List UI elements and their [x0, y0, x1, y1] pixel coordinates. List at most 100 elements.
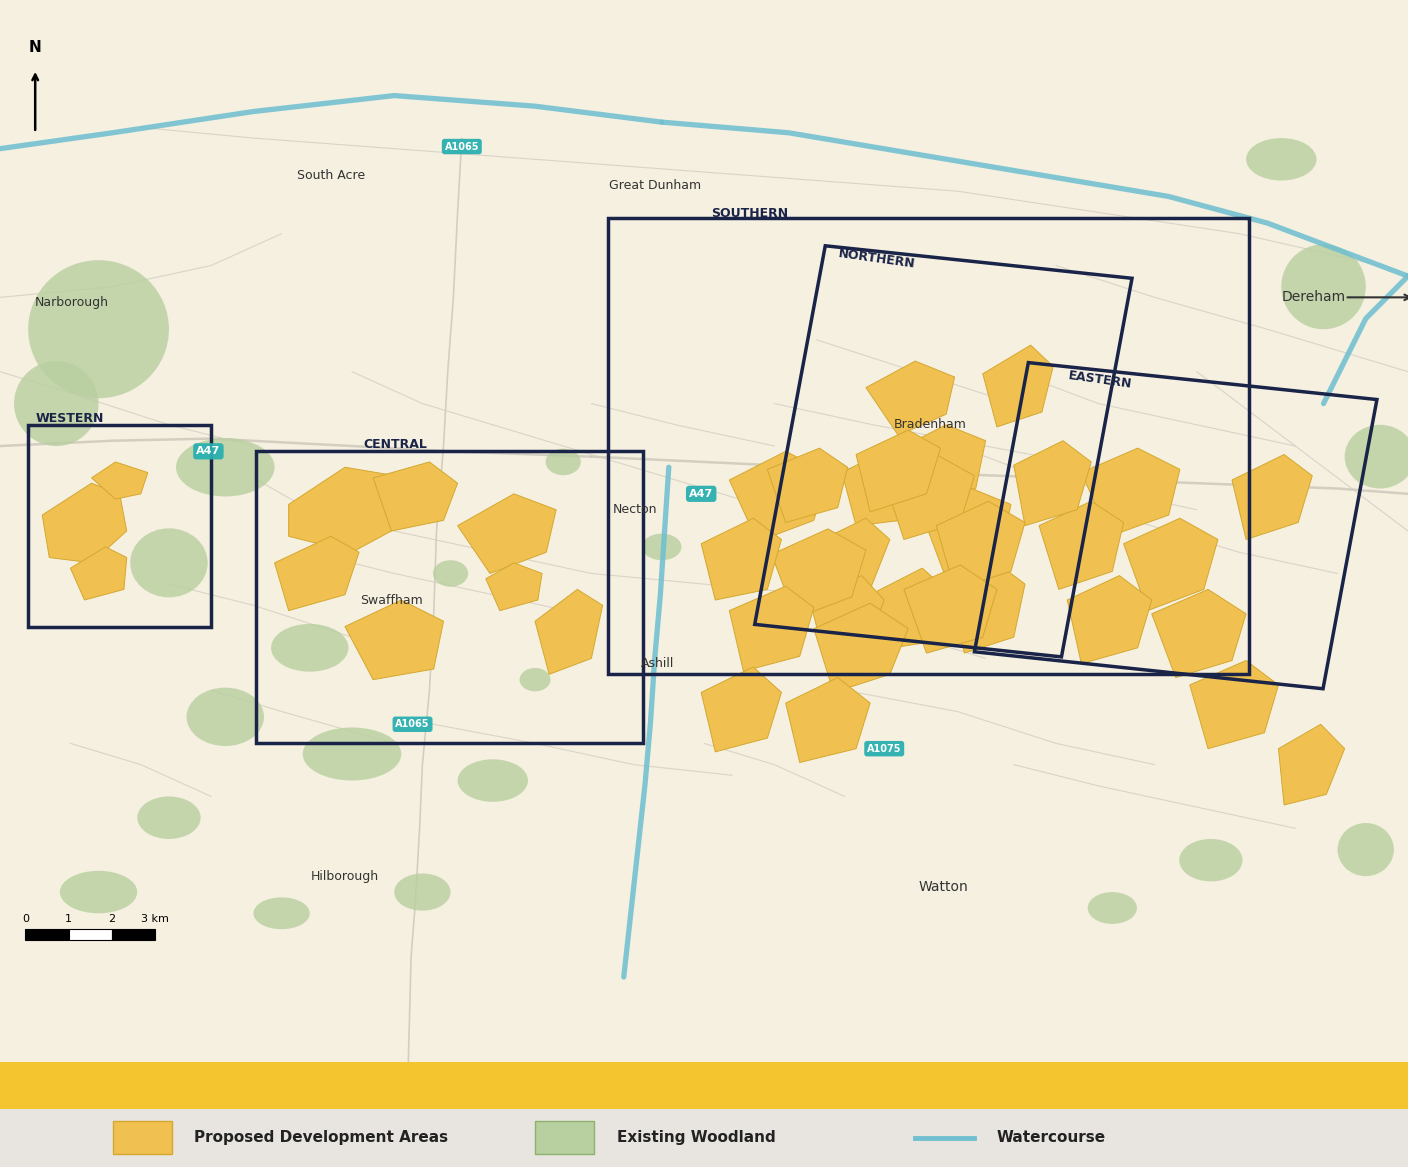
Polygon shape — [866, 361, 955, 435]
Bar — [25, 929, 69, 939]
Text: Dereham: Dereham — [1281, 291, 1346, 305]
Polygon shape — [856, 431, 941, 512]
Ellipse shape — [642, 533, 681, 560]
Bar — [535, 1120, 594, 1154]
Text: EASTERN: EASTERN — [1067, 370, 1132, 391]
Ellipse shape — [546, 448, 582, 475]
Ellipse shape — [1178, 839, 1242, 881]
Ellipse shape — [176, 438, 275, 496]
Text: NORTHERN: NORTHERN — [838, 247, 917, 271]
Polygon shape — [842, 446, 918, 525]
Bar — [256, 452, 643, 743]
Bar — [0, 1062, 1408, 1109]
Ellipse shape — [253, 897, 310, 929]
Polygon shape — [345, 600, 444, 679]
Polygon shape — [729, 452, 828, 541]
Ellipse shape — [394, 873, 451, 910]
Polygon shape — [786, 678, 870, 762]
Polygon shape — [1014, 441, 1091, 525]
Text: Proposed Development Areas: Proposed Development Areas — [194, 1130, 448, 1145]
Polygon shape — [814, 518, 890, 595]
Text: WESTERN: WESTERN — [35, 412, 104, 425]
Text: 3 km: 3 km — [141, 914, 169, 924]
Polygon shape — [884, 454, 974, 539]
Polygon shape — [1232, 454, 1312, 539]
Polygon shape — [814, 603, 908, 692]
Text: SOUTHERN: SOUTHERN — [711, 207, 788, 219]
Ellipse shape — [1088, 892, 1138, 924]
Polygon shape — [275, 537, 359, 610]
Text: Hilborough: Hilborough — [311, 869, 379, 882]
Polygon shape — [767, 448, 848, 523]
Text: Swaffham: Swaffham — [360, 594, 422, 607]
Text: A1075: A1075 — [867, 743, 901, 754]
Polygon shape — [458, 494, 556, 573]
Polygon shape — [1067, 575, 1152, 664]
Polygon shape — [486, 562, 542, 610]
Text: Necton: Necton — [612, 503, 658, 516]
Polygon shape — [1152, 589, 1246, 678]
Text: N: N — [28, 40, 42, 55]
Ellipse shape — [137, 796, 200, 839]
Ellipse shape — [1338, 823, 1394, 876]
Text: 1: 1 — [65, 914, 72, 924]
Text: A1065: A1065 — [445, 141, 479, 152]
Ellipse shape — [1281, 244, 1366, 329]
Polygon shape — [92, 462, 148, 499]
Polygon shape — [1278, 725, 1345, 805]
Ellipse shape — [520, 668, 551, 691]
Bar — [111, 929, 155, 939]
Text: Watton: Watton — [918, 880, 969, 894]
Ellipse shape — [270, 624, 349, 672]
Polygon shape — [729, 586, 814, 671]
Text: Watercourse: Watercourse — [997, 1130, 1107, 1145]
Bar — [69, 929, 111, 939]
Ellipse shape — [186, 687, 265, 746]
Polygon shape — [535, 589, 603, 675]
Text: A1065: A1065 — [396, 719, 429, 729]
Text: Narborough: Narborough — [35, 296, 110, 309]
Polygon shape — [936, 502, 1025, 589]
Polygon shape — [1190, 661, 1278, 749]
Polygon shape — [701, 666, 781, 752]
Ellipse shape — [303, 727, 401, 781]
Bar — [113, 1120, 172, 1154]
Polygon shape — [904, 565, 997, 654]
Bar — [0, 1109, 1408, 1167]
Polygon shape — [983, 345, 1053, 427]
Ellipse shape — [434, 560, 467, 587]
Polygon shape — [1039, 502, 1124, 589]
Bar — [608, 218, 1249, 675]
Polygon shape — [922, 489, 1011, 579]
Polygon shape — [1124, 518, 1218, 610]
Text: CENTRAL: CENTRAL — [363, 439, 427, 452]
Polygon shape — [810, 575, 884, 654]
Ellipse shape — [1345, 425, 1408, 489]
Ellipse shape — [28, 260, 169, 398]
Ellipse shape — [130, 529, 208, 598]
Polygon shape — [701, 518, 781, 600]
Polygon shape — [289, 467, 408, 552]
Polygon shape — [946, 562, 1025, 654]
Ellipse shape — [59, 871, 138, 914]
Bar — [28, 425, 211, 627]
Text: 0: 0 — [23, 914, 28, 924]
Polygon shape — [42, 483, 127, 562]
Ellipse shape — [14, 361, 99, 446]
Text: A47: A47 — [196, 446, 221, 456]
Text: Bradenham: Bradenham — [894, 418, 967, 432]
Ellipse shape — [1246, 138, 1316, 181]
Polygon shape — [373, 462, 458, 531]
Polygon shape — [894, 425, 986, 510]
Polygon shape — [772, 529, 866, 619]
Text: Existing Woodland: Existing Woodland — [617, 1130, 776, 1145]
Polygon shape — [870, 568, 946, 650]
Text: 2: 2 — [108, 914, 115, 924]
Text: Ashill: Ashill — [641, 657, 674, 670]
Polygon shape — [70, 547, 127, 600]
Text: Great Dunham: Great Dunham — [608, 180, 701, 193]
Ellipse shape — [458, 760, 528, 802]
Polygon shape — [1081, 448, 1180, 537]
Text: A47: A47 — [689, 489, 714, 498]
Text: South Acre: South Acre — [297, 169, 365, 182]
